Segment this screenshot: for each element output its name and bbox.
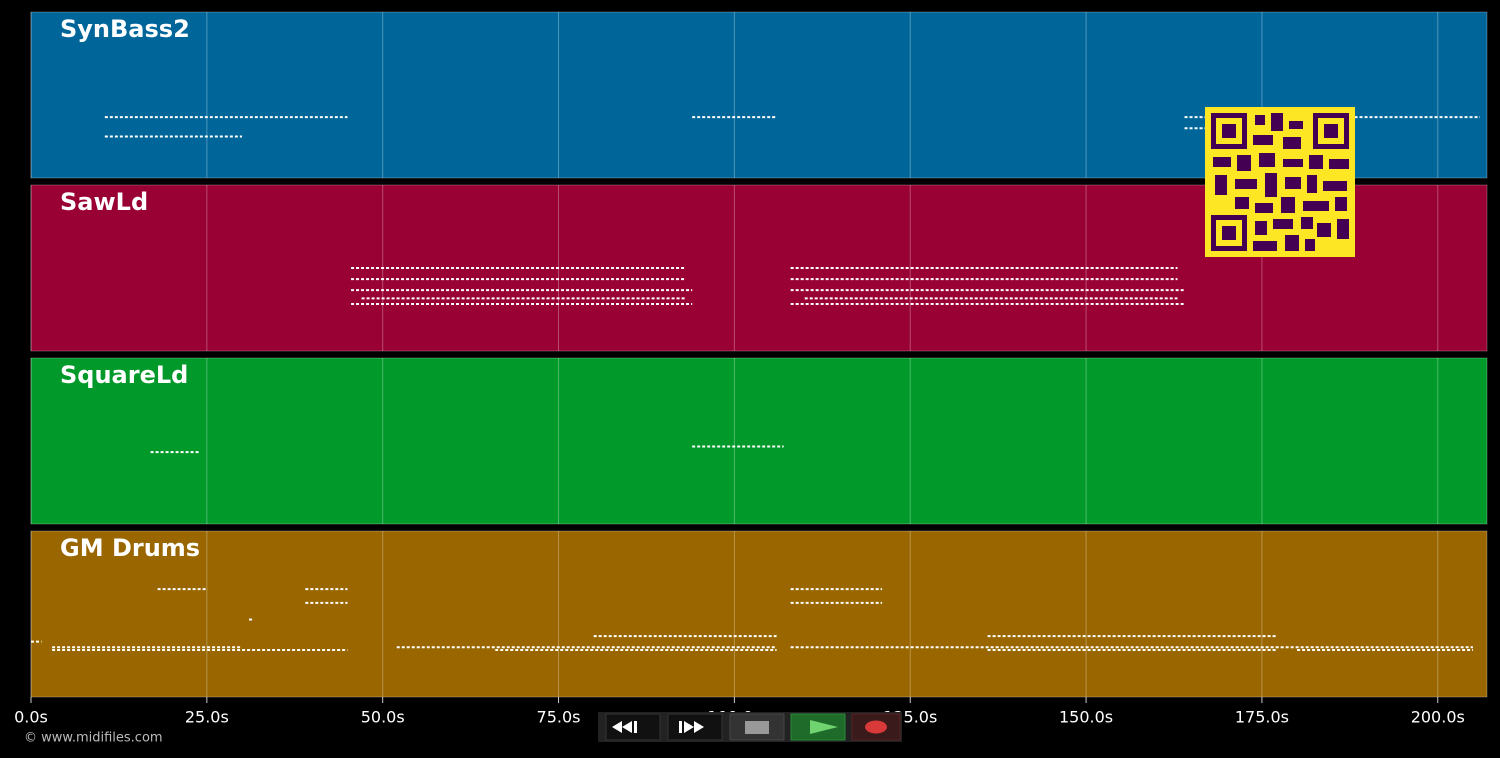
x-tick-label: 200.0s [1411,708,1465,727]
x-tick-label: 50.0s [361,708,405,727]
rewind-button[interactable] [605,713,661,741]
track-background [30,357,1488,525]
track-background [30,530,1488,698]
transport-bar [598,712,902,742]
x-tick-label: 0.0s [14,708,48,727]
stop-button[interactable] [729,713,785,741]
qr-code[interactable] [1205,107,1355,257]
track-name: SynBass2 [60,15,190,43]
track-name: GM Drums [60,534,200,562]
track-name: SquareLd [60,361,188,389]
forward-button[interactable] [667,713,723,741]
x-tick-label: 175.0s [1235,708,1289,727]
record-button[interactable] [851,713,901,741]
transport-icons [605,713,901,741]
x-tick-label: 25.0s [185,708,229,727]
copyright: © www.midifiles.com [24,731,163,746]
play-button[interactable] [790,713,846,741]
track-name: SawLd [60,188,148,216]
x-tick-label: 150.0s [1059,708,1113,727]
x-tick-label: 75.0s [537,708,581,727]
